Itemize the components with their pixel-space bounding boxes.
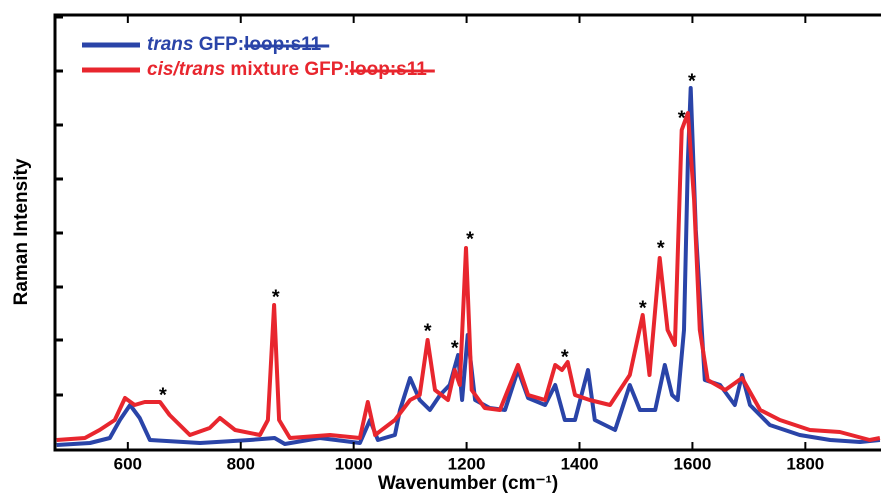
annotation: * (561, 346, 569, 368)
annotation: * (678, 107, 686, 129)
x-tick-label: 800 (227, 454, 255, 473)
annotation: * (688, 70, 696, 92)
annotation: * (272, 286, 280, 308)
x-tick-label: 600 (114, 454, 142, 473)
x-tick-label: 1400 (561, 454, 599, 473)
series-line (56, 111, 881, 442)
x-tick-label: 1000 (335, 454, 373, 473)
annotation: * (159, 384, 167, 406)
y-axis-title: Raman Intensity (11, 158, 32, 305)
x-axis-title: Wavenumber (cm⁻¹) (378, 473, 558, 494)
annotation: * (424, 320, 432, 342)
annotation: * (639, 297, 647, 319)
x-tick-label: 1600 (674, 454, 712, 473)
x-tick-label: 1800 (786, 454, 824, 473)
legend-label: cis/trans mixture GFP:loop:s11 (147, 59, 427, 80)
annotation: * (657, 237, 665, 259)
annotation: * (466, 228, 474, 250)
x-tick-label: 1200 (448, 454, 486, 473)
annotation: * (451, 337, 459, 359)
